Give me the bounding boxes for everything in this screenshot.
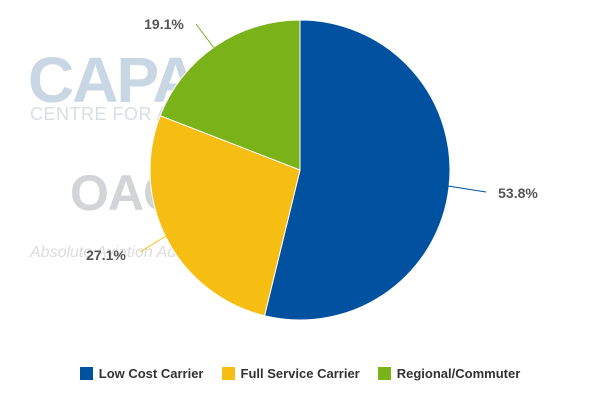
data-label: 27.1% — [86, 247, 126, 263]
pie-slice-full-service-carrier[interactable] — [149, 115, 301, 317]
data-label: 19.1% — [144, 16, 184, 32]
legend-label: Regional/Commuter — [396, 366, 521, 381]
label-connector — [195, 23, 215, 49]
legend-label: Low Cost Carrier — [98, 366, 204, 381]
legend-swatch — [377, 367, 391, 380]
label-connector — [139, 230, 175, 253]
legend-label: Full Service Carrier — [240, 366, 360, 381]
pie-slice-regional-commuter[interactable] — [159, 19, 301, 171]
legend-item-full-service[interactable]: Full Service Carrier — [221, 366, 360, 381]
legend-swatch — [79, 367, 93, 380]
legend-item-low-cost[interactable]: Low Cost Carrier — [79, 366, 204, 381]
legend-item-regional[interactable]: Regional/Commuter — [377, 366, 521, 381]
data-label: 53.8% — [498, 185, 538, 201]
label-connector — [447, 185, 487, 193]
chart-legend: Low Cost Carrier Full Service Carrier Re… — [0, 366, 600, 381]
legend-swatch — [221, 367, 235, 380]
pie-slice-low-cost-carrier[interactable] — [263, 19, 451, 321]
